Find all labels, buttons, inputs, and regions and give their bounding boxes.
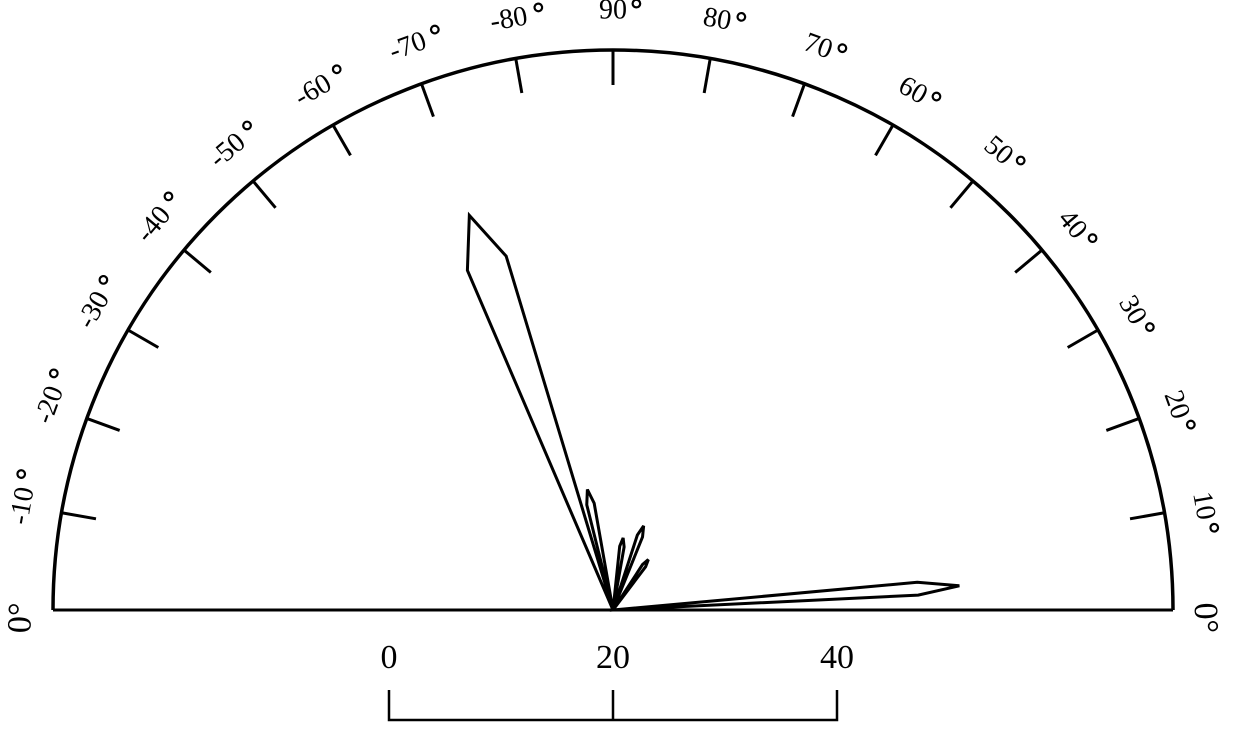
degree-symbol-icon (17, 470, 26, 479)
degree-symbol-icon (1186, 420, 1196, 430)
angle-tick (421, 84, 433, 117)
angle-tick-label-group: -50 (203, 116, 264, 174)
degree-symbol-icon (332, 64, 342, 74)
angle-tick-label-group: 30 (1112, 290, 1159, 341)
edge-label-left-group: 0° (1, 602, 39, 634)
angle-tick-label: 50 (978, 129, 1019, 171)
scale-bar (389, 690, 837, 720)
degree-symbol-icon (98, 275, 108, 285)
angle-tick-label: -30 (71, 286, 117, 334)
angle-tick-label: 10 (1186, 489, 1221, 522)
angle-tick-label-group: 80 (701, 1, 747, 39)
angle-tick-label-group: -30 (71, 272, 125, 334)
degree-symbol-icon (1087, 233, 1098, 244)
angle-tick-label-group: 20 (1158, 386, 1201, 435)
angle-tick (1068, 330, 1098, 348)
edge-label-right: 0° (1187, 602, 1225, 634)
degree-symbol-icon (49, 369, 59, 379)
angle-tick (950, 181, 972, 208)
angle-tick-label-group: -40 (129, 188, 187, 249)
angle-tick-label: 80 (701, 1, 734, 36)
angle-tick-label-group: 70 (800, 27, 849, 70)
degree-symbol-icon (838, 43, 848, 53)
angle-tick-label: -40 (129, 200, 177, 249)
angle-tick (333, 125, 351, 155)
edge-label-right-group: 0° (1187, 602, 1225, 634)
degree-symbol-icon (534, 3, 543, 12)
degree-symbol-icon (242, 120, 253, 131)
angle-tick-label: -70 (385, 25, 431, 67)
angle-tick (184, 250, 211, 272)
angle-tick (1106, 418, 1139, 430)
angle-tick (704, 59, 710, 93)
angle-tick-label-group: 50 (978, 129, 1029, 179)
angle-tick-label: 70 (800, 27, 837, 66)
angle-tick-label: -10 (4, 485, 41, 527)
degree-symbol-icon (1015, 155, 1026, 166)
degree-symbol-icon (430, 25, 440, 35)
scale-tick-label: 0 (381, 639, 398, 676)
degree-symbol-icon (931, 91, 941, 101)
angle-tick-label-group: -80 (488, 0, 546, 38)
degree-symbol-icon (163, 191, 174, 202)
angle-tick (876, 125, 894, 155)
angle-tick-label: 90 (599, 0, 627, 25)
angle-tick-label: -20 (28, 382, 70, 428)
angle-tick-label: -50 (203, 126, 252, 174)
angle-tick (128, 330, 158, 348)
angle-tick-label-group: -10 (4, 469, 44, 527)
angle-tick-label: 60 (893, 70, 933, 111)
angle-tick (62, 513, 96, 519)
angle-tick (516, 59, 522, 93)
scale-tick-label: 40 (820, 639, 854, 676)
angle-tick-label: 20 (1158, 386, 1197, 423)
arc (53, 50, 1173, 610)
angle-tick (793, 84, 805, 117)
degree-symbol-icon (1145, 322, 1155, 332)
angle-tick-label-group: -60 (289, 59, 351, 113)
rose-diagram: -10 -20 -30 -40 -50 -60 -70 -80 90 80 70 60 50 40 30 20… (0, 0, 1240, 745)
angle-tick (1015, 250, 1042, 272)
angle-tick-label-group: 90 (599, 0, 640, 25)
angle-tick (1130, 513, 1164, 519)
angle-tick (253, 181, 275, 208)
angle-tick-label-group: -20 (28, 367, 75, 428)
angle-tick-label: -80 (488, 1, 530, 38)
degree-symbol-icon (737, 12, 746, 21)
angle-tick-label: -60 (289, 68, 337, 114)
angle-tick-label-group: 60 (893, 70, 944, 117)
angle-tick (87, 418, 120, 430)
angle-tick-label-group: 40 (1052, 204, 1102, 255)
scale-tick-label: 20 (596, 639, 630, 676)
degree-symbol-icon (1210, 523, 1219, 532)
edge-label-left: 0° (1, 602, 39, 634)
angle-tick-label: 40 (1052, 204, 1094, 245)
degree-symbol-icon (633, 0, 641, 7)
angle-tick-label-group: 10 (1186, 489, 1224, 535)
rose-petals (467, 215, 959, 610)
angle-tick-label-group: -70 (385, 20, 446, 67)
